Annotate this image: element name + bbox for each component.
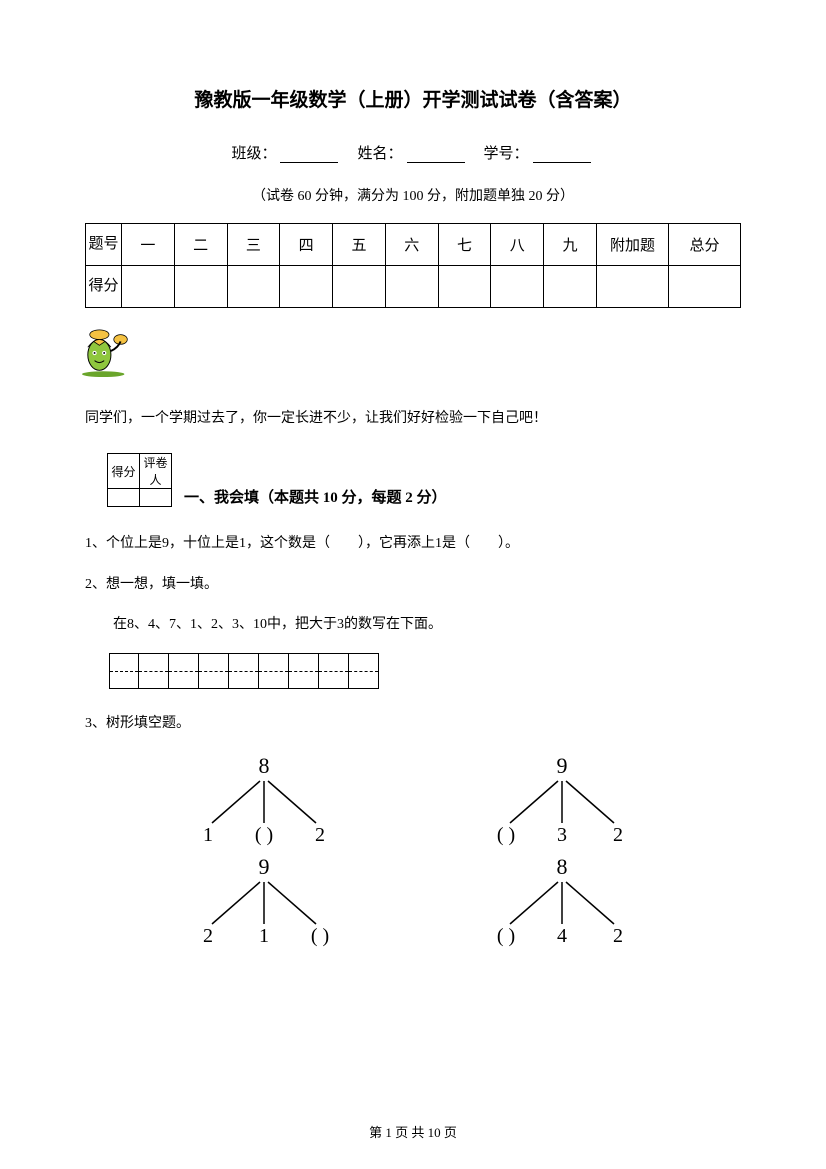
svg-text:3: 3 bbox=[557, 824, 567, 846]
col-2: 二 bbox=[174, 224, 227, 266]
svg-text:( ): ( ) bbox=[497, 824, 515, 846]
score-cell[interactable] bbox=[597, 266, 669, 308]
question-2-sub: 在8、4、7、1、2、3、10中，把大于3的数写在下面。 bbox=[85, 612, 741, 639]
name-label: 姓名： bbox=[357, 146, 402, 162]
svg-text:2: 2 bbox=[203, 925, 213, 947]
class-label: 班级： bbox=[231, 146, 276, 162]
mini-score-table: 得分 评卷人 bbox=[107, 453, 172, 507]
svg-text:1: 1 bbox=[259, 925, 269, 947]
svg-text:1: 1 bbox=[203, 824, 213, 846]
col-3: 三 bbox=[227, 224, 280, 266]
question-2: 2、想一想，填一填。 bbox=[85, 572, 741, 599]
box-cell[interactable] bbox=[259, 653, 289, 689]
score-cell[interactable] bbox=[438, 266, 491, 308]
exam-info: （试卷 60 分钟，满分为 100 分，附加题单独 20 分） bbox=[85, 185, 741, 205]
box-cell[interactable] bbox=[169, 653, 199, 689]
tree-4: 8 ( ) 4 2 bbox=[472, 852, 652, 947]
box-cell[interactable] bbox=[289, 653, 319, 689]
question-1: 1、个位上是9，十位上是1，这个数是（ ），它再添上1是（ ）。 bbox=[85, 531, 741, 558]
svg-text:2: 2 bbox=[315, 824, 325, 846]
box-cell[interactable] bbox=[199, 653, 229, 689]
col-8: 八 bbox=[491, 224, 544, 266]
score-cell[interactable] bbox=[385, 266, 438, 308]
col-4: 四 bbox=[280, 224, 333, 266]
svg-text:4: 4 bbox=[557, 925, 567, 947]
svg-text:9: 9 bbox=[259, 854, 270, 879]
box-cell[interactable] bbox=[229, 653, 259, 689]
id-blank[interactable] bbox=[533, 162, 591, 163]
page-title: 豫教版一年级数学（上册）开学测试试卷（含答案） bbox=[85, 85, 741, 112]
score-cell[interactable] bbox=[669, 266, 741, 308]
svg-text:8: 8 bbox=[259, 753, 270, 778]
svg-text:2: 2 bbox=[613, 925, 623, 947]
svg-text:9: 9 bbox=[557, 753, 568, 778]
svg-text:( ): ( ) bbox=[311, 925, 329, 947]
score-cell[interactable] bbox=[280, 266, 333, 308]
col-1: 一 bbox=[122, 224, 175, 266]
score-cell[interactable] bbox=[544, 266, 597, 308]
tree-1: 8 1 ( ) 2 bbox=[174, 751, 354, 846]
tree-3: 9 2 1 ( ) bbox=[174, 852, 354, 947]
col-5: 五 bbox=[333, 224, 386, 266]
score-table: 题号 一 二 三 四 五 六 七 八 九 附加题 总分 得分 bbox=[85, 223, 741, 308]
mini-grader-cell[interactable] bbox=[140, 489, 172, 507]
mini-score-label: 得分 bbox=[108, 454, 140, 489]
box-cell[interactable] bbox=[319, 653, 349, 689]
id-label: 学号： bbox=[484, 146, 529, 162]
svg-text:( ): ( ) bbox=[255, 824, 273, 846]
answer-boxes[interactable] bbox=[109, 653, 741, 689]
box-cell[interactable] bbox=[139, 653, 169, 689]
mini-grader-label: 评卷人 bbox=[140, 454, 172, 489]
col-extra: 附加题 bbox=[597, 224, 669, 266]
tree-diagrams: 8 1 ( ) 2 9 2 1 ( ) 9 bbox=[85, 751, 741, 947]
student-meta: 班级： 姓名： 学号： bbox=[85, 142, 741, 163]
svg-text:2: 2 bbox=[613, 824, 623, 846]
class-blank[interactable] bbox=[280, 162, 338, 163]
svg-text:( ): ( ) bbox=[497, 925, 515, 947]
row-label-score: 得分 bbox=[86, 266, 122, 308]
tree-2: 9 ( ) 3 2 bbox=[472, 751, 652, 846]
row-label-number: 题号 bbox=[86, 224, 122, 266]
mini-score-cell[interactable] bbox=[108, 489, 140, 507]
section-1-title: 一、我会填（本题共 10 分，每题 2 分） bbox=[184, 486, 447, 507]
col-7: 七 bbox=[438, 224, 491, 266]
box-cell[interactable] bbox=[349, 653, 379, 689]
col-6: 六 bbox=[385, 224, 438, 266]
page-footer: 第 1 页 共 10 页 bbox=[0, 1122, 826, 1141]
score-cell[interactable] bbox=[491, 266, 544, 308]
score-cell[interactable] bbox=[122, 266, 175, 308]
box-cell[interactable] bbox=[109, 653, 139, 689]
score-cell[interactable] bbox=[174, 266, 227, 308]
score-cell[interactable] bbox=[227, 266, 280, 308]
svg-text:8: 8 bbox=[557, 854, 568, 879]
intro-text: 同学们，一个学期过去了，你一定长进不少，让我们好好检验一下自己吧！ bbox=[85, 407, 741, 427]
col-total: 总分 bbox=[669, 224, 741, 266]
pencil-mascot-icon bbox=[80, 326, 138, 378]
question-3: 3、树形填空题。 bbox=[85, 711, 741, 738]
col-9: 九 bbox=[544, 224, 597, 266]
score-cell[interactable] bbox=[333, 266, 386, 308]
name-blank[interactable] bbox=[407, 162, 465, 163]
